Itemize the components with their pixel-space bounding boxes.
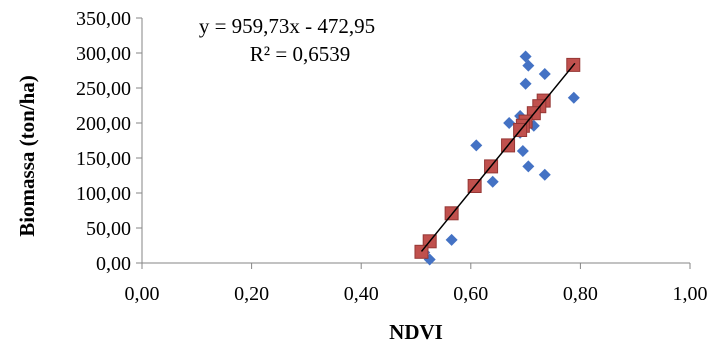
x-tick-label: 0,80 [563,283,598,305]
x-tick-label: 1,00 [673,283,708,305]
square-point [414,244,429,259]
x-tick-label: 0,20 [234,283,269,305]
diamond-point [516,145,529,157]
diamond-point [470,139,483,152]
diamond-point [519,77,532,90]
x-tick-label: 0,60 [453,283,488,305]
y-tick-label: 300,00 [76,43,131,65]
r-squared-label: R² = 0,6539 [250,42,350,66]
x-tick-label: 0,40 [344,283,379,305]
x-axis-title: NDVI [389,320,443,344]
diamond-point [486,175,499,188]
y-axis-title: Biomassa (ton/ha) [15,75,39,237]
y-tick-label: 350,00 [76,8,131,30]
y-tick-label: 250,00 [76,78,131,100]
y-tick-label: 50,00 [86,218,131,240]
y-tick-label: 100,00 [76,183,131,205]
y-tick-label: 200,00 [76,113,131,135]
trendline [420,62,576,252]
diamond-point [522,59,535,72]
y-axis-ticks: 0,00 50,00 100,00 150,00 200,00 250,00 300,00 3… [76,8,142,275]
diamond-point [519,50,532,63]
x-axis-ticks: 0,00 0,20 0,40 0,60 0,80 1,00 [125,263,708,305]
trendline-equation: y = 959,73x - 472,95 [199,14,375,38]
diamond-point [567,91,580,104]
y-tick-label: 150,00 [76,148,131,170]
axes [141,18,690,264]
x-tick-label: 0,00 [125,283,160,305]
diamond-point [538,68,551,80]
diamond-point [503,117,516,129]
y-tick-label: 0,00 [96,253,131,275]
diamond-point [538,168,551,181]
diamond-point [522,160,535,173]
diamond-point [445,233,458,246]
